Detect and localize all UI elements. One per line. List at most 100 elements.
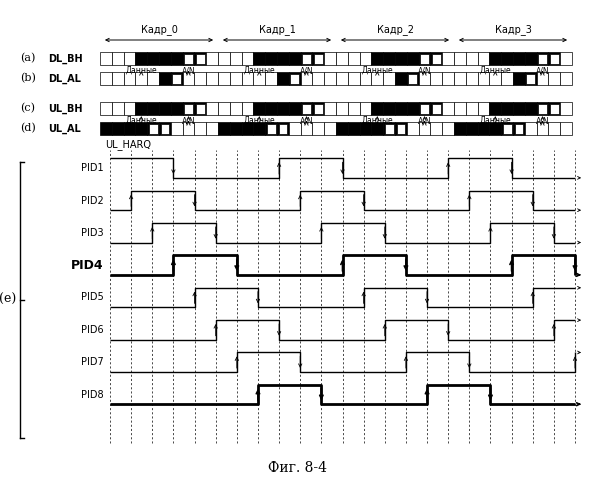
Bar bbox=[538, 54, 547, 64]
Bar bbox=[454, 102, 466, 115]
Bar bbox=[430, 122, 442, 135]
Bar bbox=[407, 52, 418, 65]
Bar bbox=[241, 102, 253, 115]
Bar bbox=[182, 52, 194, 65]
Bar bbox=[289, 52, 300, 65]
Bar bbox=[182, 122, 194, 135]
Bar bbox=[302, 104, 311, 114]
Bar bbox=[182, 72, 194, 85]
Bar bbox=[477, 72, 489, 85]
Bar bbox=[135, 52, 147, 65]
Bar bbox=[218, 72, 230, 85]
Bar bbox=[525, 102, 536, 115]
Bar bbox=[536, 52, 548, 65]
Text: Данные: Данные bbox=[244, 66, 275, 75]
Bar bbox=[171, 52, 182, 65]
Text: PID3: PID3 bbox=[82, 228, 104, 238]
Bar bbox=[123, 122, 135, 135]
Bar bbox=[395, 72, 407, 85]
Bar bbox=[206, 122, 218, 135]
Bar bbox=[289, 102, 300, 115]
Text: A/N: A/N bbox=[182, 116, 195, 125]
Text: DL_AL: DL_AL bbox=[48, 74, 81, 84]
Bar bbox=[466, 52, 477, 65]
Bar bbox=[420, 104, 429, 114]
Bar bbox=[395, 52, 407, 65]
Bar bbox=[218, 52, 230, 65]
Bar bbox=[100, 52, 112, 65]
Bar bbox=[560, 52, 572, 65]
Bar bbox=[525, 122, 536, 135]
Bar bbox=[489, 52, 501, 65]
Text: A/N: A/N bbox=[300, 66, 313, 75]
Bar bbox=[477, 102, 489, 115]
Bar bbox=[314, 54, 322, 64]
Bar bbox=[477, 52, 489, 65]
Bar bbox=[112, 52, 123, 65]
Bar bbox=[289, 72, 300, 85]
Bar bbox=[171, 102, 182, 115]
Bar bbox=[312, 72, 324, 85]
Bar bbox=[526, 74, 535, 84]
Bar bbox=[501, 52, 513, 65]
Bar bbox=[266, 124, 275, 134]
Bar bbox=[277, 102, 289, 115]
Bar bbox=[206, 72, 218, 85]
Bar bbox=[159, 72, 171, 85]
Bar bbox=[489, 122, 501, 135]
Bar bbox=[407, 72, 418, 85]
Bar bbox=[359, 122, 371, 135]
Text: A/N: A/N bbox=[536, 66, 550, 75]
Text: (a): (a) bbox=[20, 54, 36, 64]
Bar bbox=[548, 102, 560, 115]
Text: PID1: PID1 bbox=[82, 163, 104, 173]
Bar bbox=[184, 54, 193, 64]
Bar bbox=[135, 102, 147, 115]
Text: PID8: PID8 bbox=[82, 390, 104, 400]
Bar bbox=[501, 102, 513, 115]
Bar bbox=[302, 54, 311, 64]
Text: (c): (c) bbox=[20, 104, 36, 114]
Text: (e): (e) bbox=[0, 294, 17, 306]
Bar bbox=[312, 102, 324, 115]
Bar bbox=[112, 102, 123, 115]
Bar bbox=[560, 122, 572, 135]
Text: PID6: PID6 bbox=[82, 325, 104, 335]
Bar bbox=[408, 74, 417, 84]
Text: A/N: A/N bbox=[418, 66, 432, 75]
Bar bbox=[442, 102, 454, 115]
Bar bbox=[159, 102, 171, 115]
Bar bbox=[100, 72, 112, 85]
Bar bbox=[147, 72, 159, 85]
Bar bbox=[513, 122, 525, 135]
Bar bbox=[171, 122, 182, 135]
Bar bbox=[300, 72, 312, 85]
Bar bbox=[418, 122, 430, 135]
Bar bbox=[432, 104, 440, 114]
Bar bbox=[336, 122, 348, 135]
Bar bbox=[241, 72, 253, 85]
Bar bbox=[241, 52, 253, 65]
Bar bbox=[420, 54, 429, 64]
Bar bbox=[418, 102, 430, 115]
Bar bbox=[206, 52, 218, 65]
Bar bbox=[336, 72, 348, 85]
Bar bbox=[159, 52, 171, 65]
Bar bbox=[359, 52, 371, 65]
Bar bbox=[430, 72, 442, 85]
Bar bbox=[371, 122, 383, 135]
Bar bbox=[171, 72, 182, 85]
Bar bbox=[147, 52, 159, 65]
Bar bbox=[348, 122, 359, 135]
Bar bbox=[324, 72, 336, 85]
Bar bbox=[194, 72, 206, 85]
Text: Данные: Данные bbox=[362, 66, 393, 75]
Text: Данные: Данные bbox=[480, 116, 511, 125]
Bar bbox=[407, 122, 418, 135]
Bar bbox=[265, 122, 277, 135]
Bar bbox=[241, 122, 253, 135]
Bar bbox=[513, 72, 525, 85]
Text: Кадр_2: Кадр_2 bbox=[377, 24, 414, 35]
Bar bbox=[489, 102, 501, 115]
Bar bbox=[502, 124, 511, 134]
